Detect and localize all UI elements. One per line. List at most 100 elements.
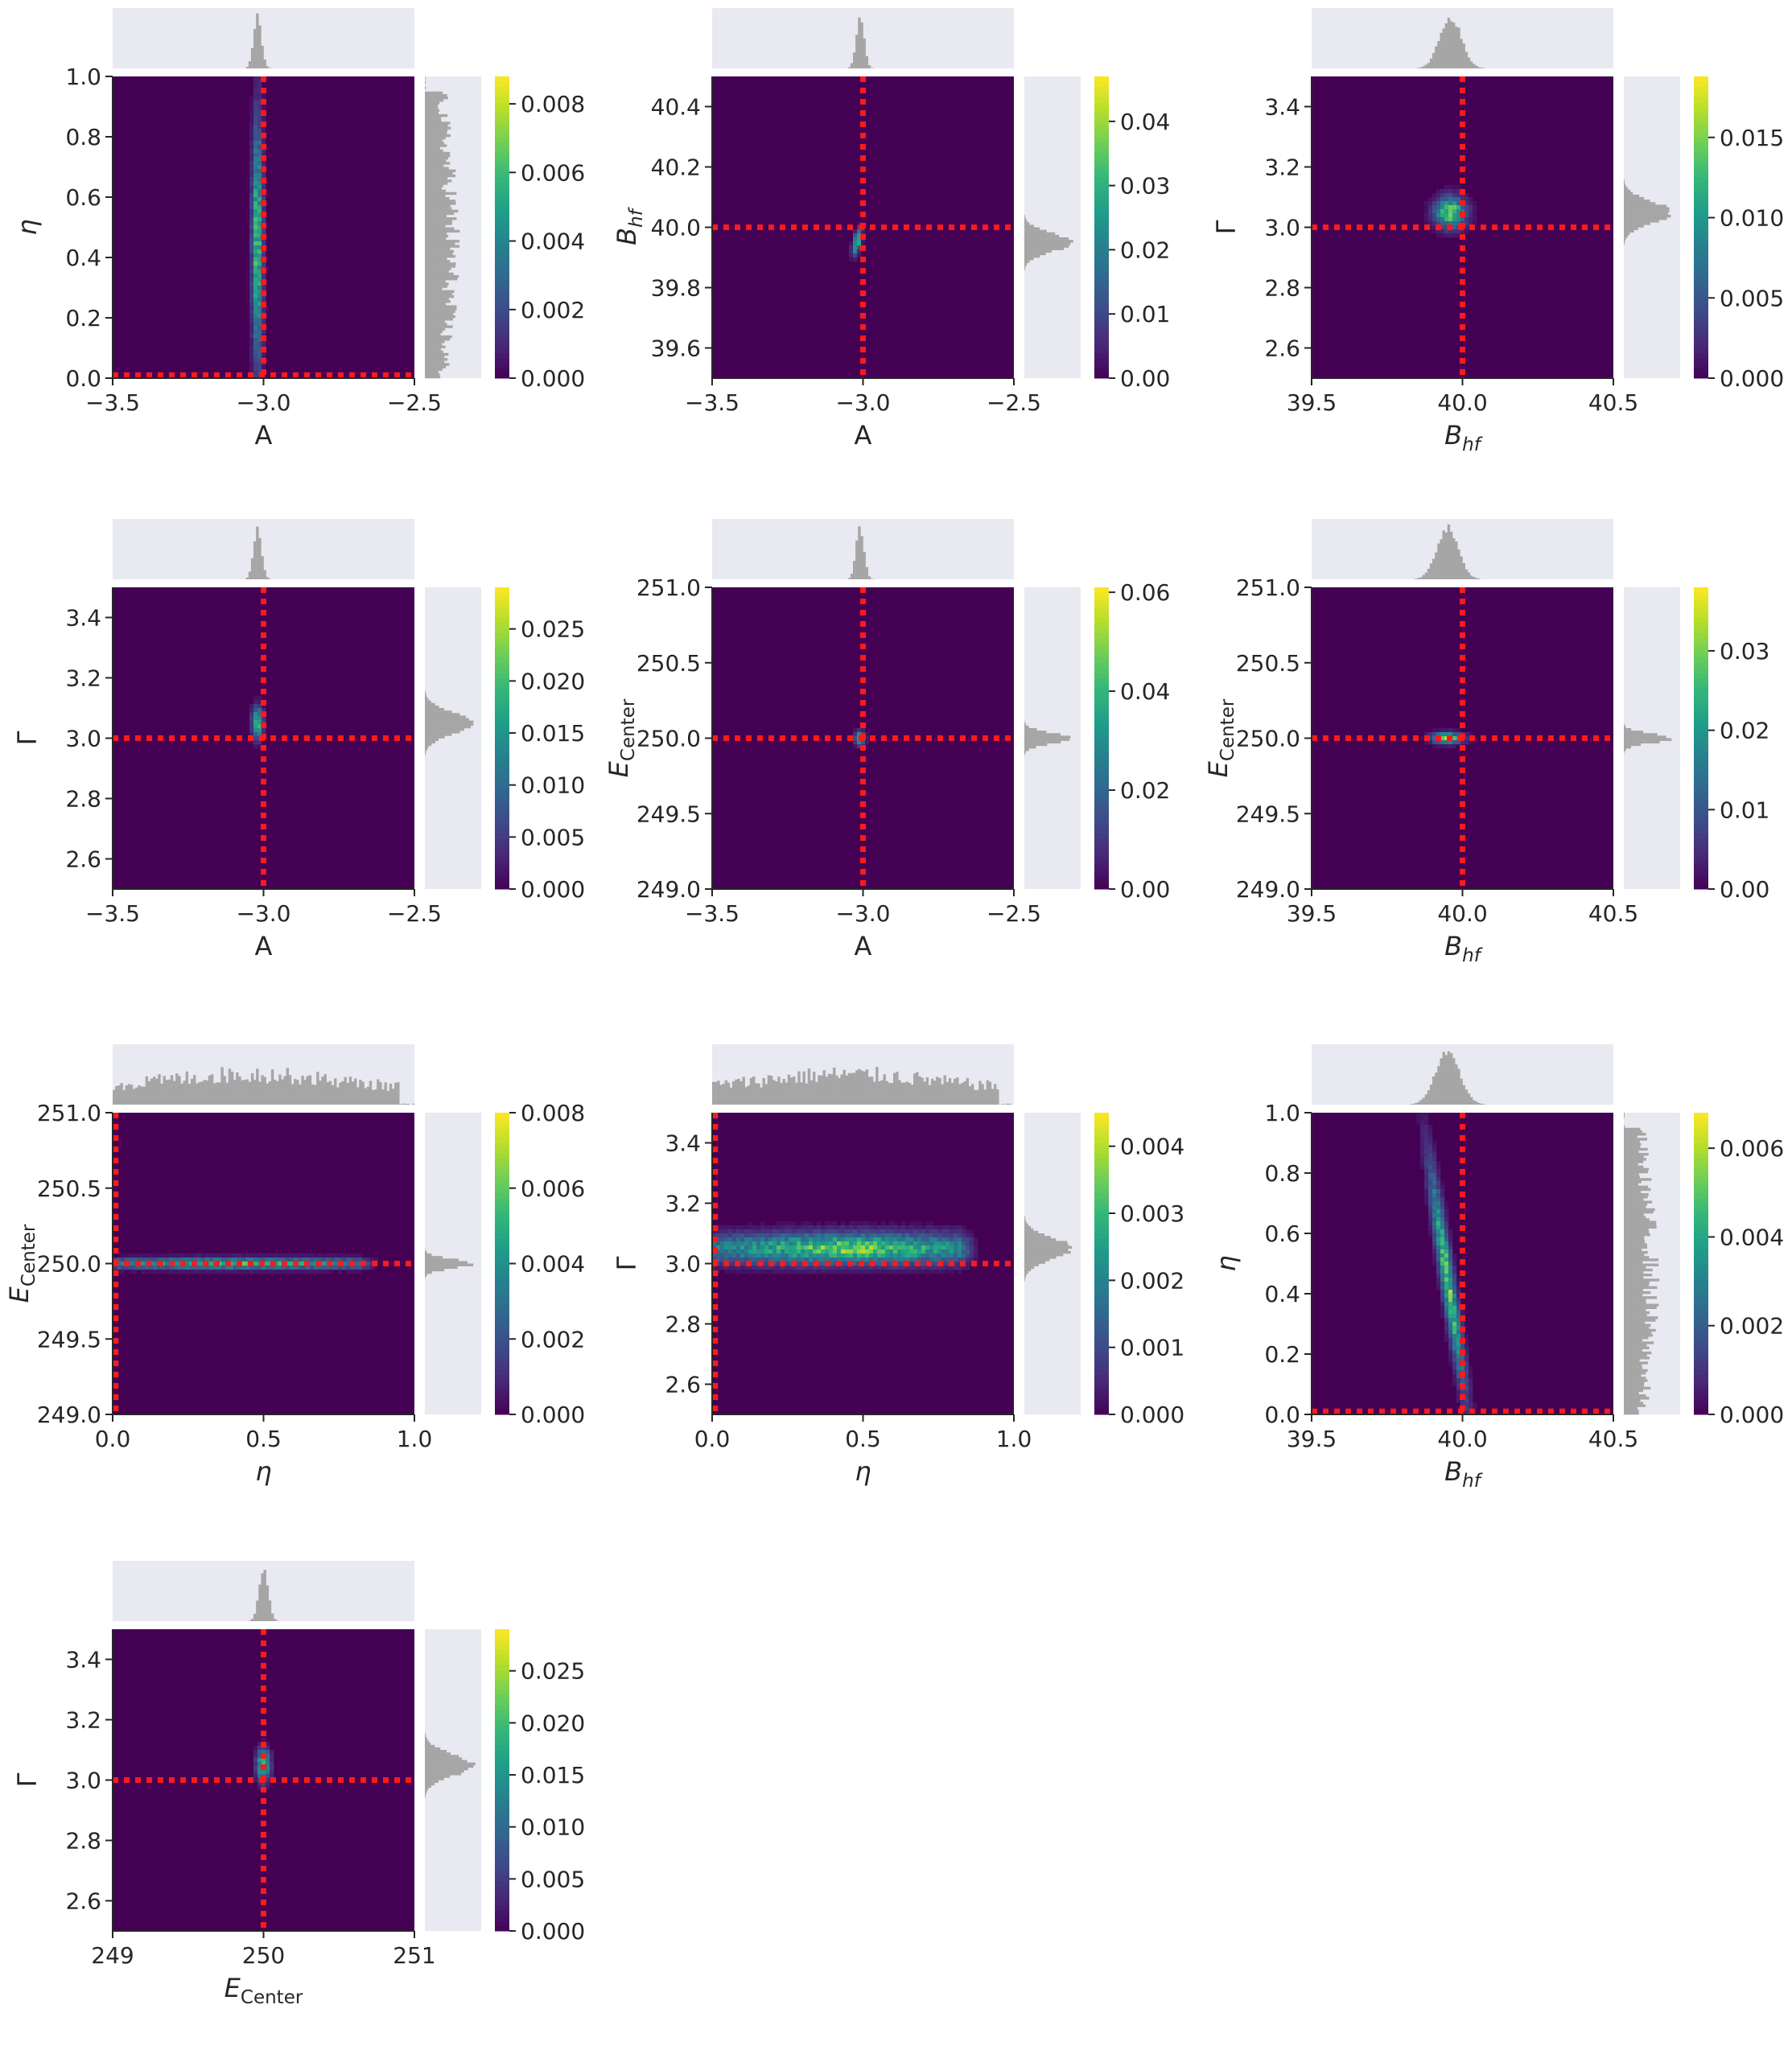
heatmap-cell bbox=[954, 1262, 958, 1266]
heatmap-cell bbox=[262, 1750, 266, 1755]
heatmap-cell bbox=[974, 1253, 978, 1258]
heatmap-cell bbox=[257, 294, 262, 298]
heatmap-cell bbox=[262, 362, 266, 367]
x-tick-label: 0.5 bbox=[845, 1426, 881, 1452]
heatmap-cell bbox=[1448, 728, 1453, 733]
colorbar-segment bbox=[1094, 232, 1109, 238]
heatmap-cell bbox=[760, 1229, 765, 1234]
heatmap-cell bbox=[865, 1245, 870, 1250]
heatmap-cell bbox=[793, 1258, 797, 1262]
heatmap-cell bbox=[893, 1270, 898, 1274]
heatmap-cell bbox=[861, 1229, 866, 1234]
heatmap-cell bbox=[1444, 193, 1449, 198]
heatmap-cell bbox=[744, 1270, 749, 1274]
heatmap-cell bbox=[257, 370, 262, 375]
heatmap-cell bbox=[897, 1225, 902, 1230]
heatmap-cell bbox=[249, 266, 254, 270]
heatmap-cell bbox=[1420, 1137, 1425, 1142]
colorbar-segment bbox=[495, 1213, 509, 1219]
heatmap-cell bbox=[1452, 740, 1457, 745]
side-histogram-bar bbox=[1624, 1286, 1658, 1290]
heatmap-cell bbox=[153, 1266, 158, 1270]
heatmap-cell bbox=[954, 1237, 958, 1242]
heatmap-cell bbox=[262, 153, 266, 158]
heatmap-cell bbox=[764, 1270, 769, 1274]
heatmap-cell bbox=[772, 1253, 777, 1258]
top-histogram-bar bbox=[986, 1080, 990, 1105]
heatmap-cell bbox=[905, 1233, 910, 1238]
heatmap-cell bbox=[165, 1266, 170, 1270]
colorbar-segment bbox=[495, 869, 509, 875]
colorbar-tick-label: 0.002 bbox=[521, 1326, 585, 1352]
heatmap-cell bbox=[1428, 1221, 1433, 1226]
heatmap-cell bbox=[249, 366, 254, 371]
colorbar-segment bbox=[1694, 1133, 1708, 1138]
top-histogram-bar bbox=[1003, 1104, 1007, 1105]
side-histogram-bar bbox=[1624, 1303, 1659, 1307]
top-histogram-bar bbox=[308, 1075, 312, 1105]
heatmap-cell bbox=[958, 1225, 962, 1230]
heatmap-cell bbox=[789, 1241, 793, 1246]
y-tick-label: 250.5 bbox=[1236, 650, 1300, 677]
heatmap-cell bbox=[1436, 189, 1441, 194]
heatmap-cell bbox=[1440, 1314, 1445, 1319]
heatmap-cell bbox=[294, 1258, 299, 1262]
heatmap-cell bbox=[945, 1258, 950, 1262]
heatmap-cell bbox=[801, 1253, 805, 1258]
heatmap-cell bbox=[974, 1249, 978, 1254]
top-histogram-bar bbox=[847, 1072, 851, 1105]
heatmap-cell bbox=[133, 1253, 138, 1258]
colorbar-segment bbox=[1094, 1213, 1109, 1219]
y-tick-label: 249.5 bbox=[1236, 801, 1300, 827]
top-histogram-bar bbox=[250, 1072, 254, 1105]
side-histogram-bar bbox=[1024, 1270, 1028, 1274]
x-axis-label: Bhf bbox=[1444, 420, 1483, 455]
heatmap-cell bbox=[1464, 1382, 1469, 1387]
top-histogram-bar bbox=[954, 1078, 957, 1105]
heatmap-cell bbox=[257, 145, 262, 150]
heatmap-cell bbox=[290, 1266, 295, 1270]
heatmap-cell bbox=[857, 1229, 862, 1234]
heatmap-cell bbox=[266, 1742, 270, 1747]
colorbar-segment bbox=[495, 1228, 509, 1234]
heatmap-cell bbox=[209, 1262, 214, 1266]
heatmap-cell bbox=[257, 137, 262, 142]
heatmap-cell bbox=[1460, 740, 1465, 745]
heatmap-cell bbox=[869, 1258, 874, 1262]
heatmap-cell bbox=[1444, 1253, 1449, 1258]
colorbar-segment bbox=[495, 1860, 509, 1867]
colorbar-segment bbox=[495, 1384, 509, 1390]
top-histogram-bar bbox=[749, 1077, 753, 1105]
colorbar-segment bbox=[1094, 1354, 1109, 1360]
heatmap-cell bbox=[833, 1262, 838, 1266]
heatmap-cell bbox=[229, 1270, 234, 1274]
heatmap-cell bbox=[358, 1270, 363, 1274]
colorbar-segment bbox=[1094, 652, 1109, 658]
side-histogram-bar bbox=[1624, 184, 1626, 187]
heatmap-cell bbox=[885, 1225, 890, 1230]
heatmap-cell bbox=[225, 1253, 230, 1258]
heatmap-cell bbox=[966, 1262, 970, 1266]
top-histogram-bar bbox=[306, 1076, 310, 1105]
colorbar-segment bbox=[495, 1835, 509, 1841]
colorbar-segment bbox=[1094, 1113, 1109, 1118]
heatmap-cell bbox=[257, 181, 262, 186]
side-histogram-bar bbox=[425, 282, 449, 286]
colorbar-segment bbox=[495, 1283, 509, 1290]
heatmap-cell bbox=[873, 1245, 878, 1250]
heatmap-cell bbox=[1452, 221, 1457, 226]
side-histogram-bar bbox=[425, 169, 456, 173]
heatmap-cell bbox=[257, 149, 262, 154]
heatmap-cell bbox=[253, 354, 258, 359]
heatmap-cell bbox=[785, 1262, 789, 1266]
top-histogram-bar bbox=[336, 1087, 340, 1105]
heatmap-cell bbox=[270, 1258, 274, 1262]
y-tick-label: 3.4 bbox=[65, 605, 101, 632]
top-histogram-bar bbox=[258, 1081, 262, 1105]
heatmap-cell bbox=[1424, 1125, 1429, 1130]
heatmap-cell bbox=[253, 185, 258, 190]
heatmap-cell bbox=[181, 1258, 186, 1262]
heatmap-cell bbox=[861, 1253, 866, 1258]
heatmap-cell bbox=[785, 1237, 789, 1242]
colorbar-segment bbox=[495, 622, 509, 628]
